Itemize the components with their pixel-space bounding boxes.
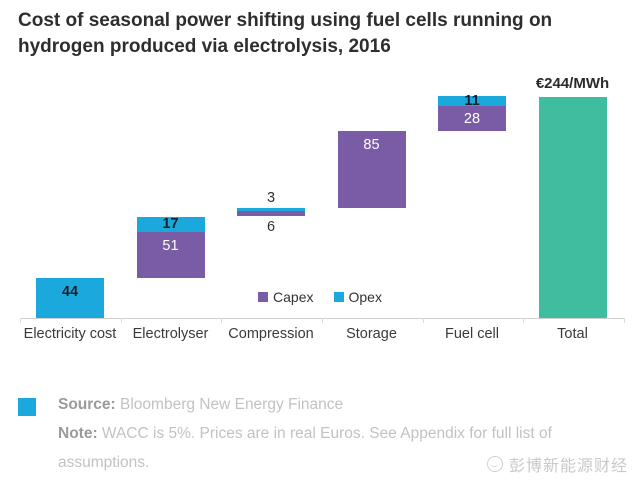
bar-value-label: 28 (463, 110, 481, 127)
bar-value-label: 51 (162, 238, 179, 254)
x-axis-tick (120, 318, 122, 323)
bar-segment (237, 211, 305, 217)
bar-segment (438, 96, 506, 107)
chart-title-line2: hydrogen produced via electrolysis, 2016 (18, 36, 391, 57)
note-line: Note: WACC is 5%. Prices are in real Eur… (58, 419, 614, 477)
bar-value-label: 6 (266, 218, 276, 235)
bar-segment (136, 232, 205, 279)
legend-item: Capex (258, 289, 314, 305)
axis-category-label: Total (557, 326, 588, 342)
x-axis-tick (20, 318, 21, 323)
bar-value-label: 85 (363, 137, 380, 154)
bnef-logo-icon (486, 456, 503, 472)
bar-value-label: 44 (61, 284, 79, 301)
chart-legend: Capex Opex (10, 289, 630, 305)
bar-segment (337, 131, 406, 209)
legend-item: Opex (333, 289, 382, 305)
total-annotation: €244/MWh (535, 75, 610, 92)
source-note: Source: Bloomberg New Energy Finance Not… (58, 390, 614, 477)
bar-value-label: 17 (162, 216, 179, 233)
x-axis-tick (322, 318, 323, 323)
chart-title: Cost of seasonal power shifting using fu… (18, 8, 630, 60)
legend-swatch-icon (333, 292, 344, 302)
bar-segment (237, 208, 305, 212)
chart-title-line1: Cost of seasonal power shifting using fu… (18, 10, 553, 31)
source-text: Bloomberg New Energy Finance (115, 396, 344, 413)
watermark: 彭博新能源财经 (486, 452, 628, 476)
footer-bullet-square (18, 398, 36, 416)
axis-category-label: Fuel cell (445, 326, 499, 342)
note-label: Note: (58, 425, 98, 442)
bar-segment (36, 278, 104, 318)
x-axis-tick (221, 318, 223, 323)
x-axis-tick (523, 318, 525, 323)
bar-value-label: 11 (464, 93, 480, 110)
source-line: Source: Bloomberg New Energy Finance (58, 390, 614, 419)
axis-category-label: Compression (228, 326, 314, 342)
bar-segment (136, 216, 205, 232)
chart-area: Electricity cost 44 Electrolyser 51 17 Compre… (0, 60, 640, 380)
axis-category-label: Electricity cost (23, 326, 117, 342)
watermark-text: 彭博新能源财经 (508, 458, 628, 475)
bar-segment (438, 106, 506, 132)
bar-segment (538, 97, 607, 318)
x-axis-tick (422, 318, 424, 323)
bar-value-label: 3 (266, 190, 276, 207)
legend-label: Capex (273, 289, 314, 305)
x-axis-tick (624, 318, 625, 323)
note-text: WACC is 5%. Prices are in real Euros. Se… (58, 425, 552, 471)
axis-category-label: Storage (346, 326, 397, 342)
legend-swatch-icon (258, 292, 269, 302)
source-label: Source: (58, 396, 116, 413)
legend-label: Opex (348, 289, 382, 305)
axis-category-label: Electrolyser (132, 326, 209, 342)
